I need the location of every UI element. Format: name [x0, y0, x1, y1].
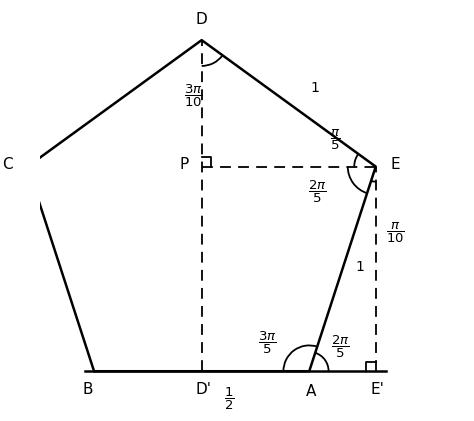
- Text: $\dfrac{\pi}{5}$: $\dfrac{\pi}{5}$: [329, 128, 340, 152]
- Text: C: C: [2, 157, 12, 172]
- Text: B: B: [82, 382, 93, 397]
- Text: D: D: [196, 12, 208, 27]
- Text: $\dfrac{1}{2}$: $\dfrac{1}{2}$: [224, 386, 235, 413]
- Text: $\dfrac{3\pi}{10}$: $\dfrac{3\pi}{10}$: [183, 83, 202, 109]
- Text: $\dfrac{2\pi}{5}$: $\dfrac{2\pi}{5}$: [308, 179, 326, 205]
- Text: $\dfrac{3\pi}{5}$: $\dfrac{3\pi}{5}$: [258, 330, 277, 356]
- Text: $\dfrac{\pi}{10}$: $\dfrac{\pi}{10}$: [386, 220, 405, 245]
- Text: A: A: [306, 384, 317, 399]
- Text: E': E': [371, 382, 385, 397]
- Text: E: E: [391, 157, 401, 172]
- Text: $\dfrac{2\pi}{5}$: $\dfrac{2\pi}{5}$: [331, 334, 349, 360]
- Text: 1: 1: [356, 260, 365, 274]
- Text: D': D': [196, 382, 212, 397]
- Text: P: P: [180, 157, 189, 172]
- Text: 1: 1: [310, 81, 319, 95]
